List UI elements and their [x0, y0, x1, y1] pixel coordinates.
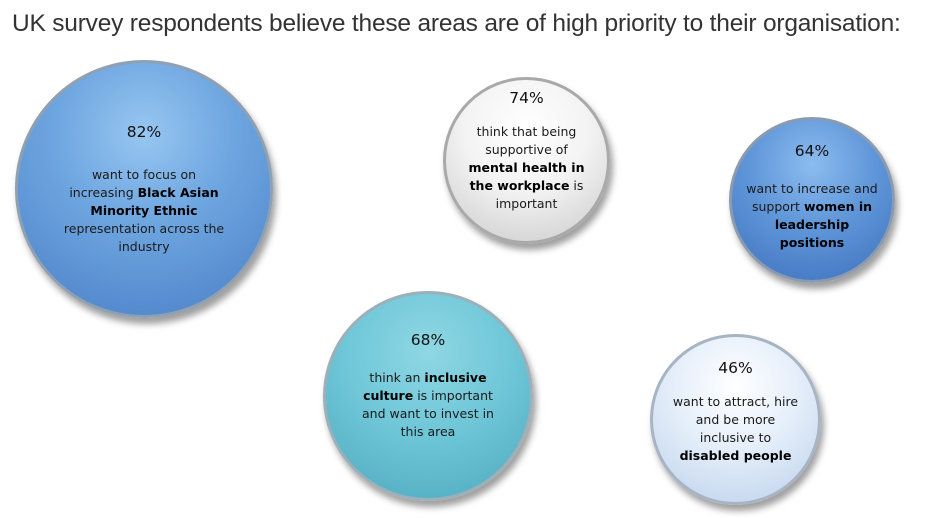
page-title: UK survey respondents believe these area…: [12, 10, 901, 37]
description-text: think that being supportive of: [476, 124, 577, 157]
bubble-description: want to focus on increasing Black Asian …: [59, 166, 229, 256]
description-text: want to focus on increasing: [69, 167, 197, 200]
bubble-inclusive-culture: 68% think an inclusive culture is import…: [323, 291, 533, 501]
bubble-percent: 46%: [718, 359, 753, 377]
description-text: think an: [369, 370, 425, 385]
bubble-mental-health: 74% think that being supportive of menta…: [443, 77, 610, 244]
description-text: is important: [495, 178, 584, 211]
description-highlight: inclusive culture: [363, 370, 487, 403]
description-highlight: disabled people: [679, 448, 792, 463]
bubble-percent: 64%: [794, 142, 830, 160]
bubble-bame-representation: 82% want to focus on increasing Black As…: [15, 60, 273, 318]
bubble-description: think an inclusive culture is important …: [353, 369, 503, 441]
bubble-description: think that being supportive of mental he…: [462, 123, 592, 213]
bubble-description: want to increase and support women in le…: [742, 180, 882, 252]
description-text: want to attract, hire and be more inclus…: [672, 394, 799, 445]
description-text: representation across the industry: [63, 221, 225, 254]
description-highlight: women in leadership positions: [774, 199, 873, 250]
bubble-description: want to attract, hire and be more inclus…: [671, 393, 801, 465]
bubble-percent: 74%: [509, 89, 544, 107]
description-text: is important and want to invest in this …: [362, 388, 494, 439]
description-highlight: mental health in the workplace: [468, 160, 585, 193]
bubble-percent: 68%: [410, 331, 446, 349]
description-highlight: Black Asian Minority Ethnic: [90, 185, 219, 218]
bubble-disabled-people: 46% want to attract, hire and be more in…: [650, 334, 821, 505]
description-text: want to increase and support: [746, 181, 878, 214]
bubble-women-leadership: 64% want to increase and support women i…: [729, 117, 895, 283]
bubble-percent: 82%: [126, 123, 162, 141]
